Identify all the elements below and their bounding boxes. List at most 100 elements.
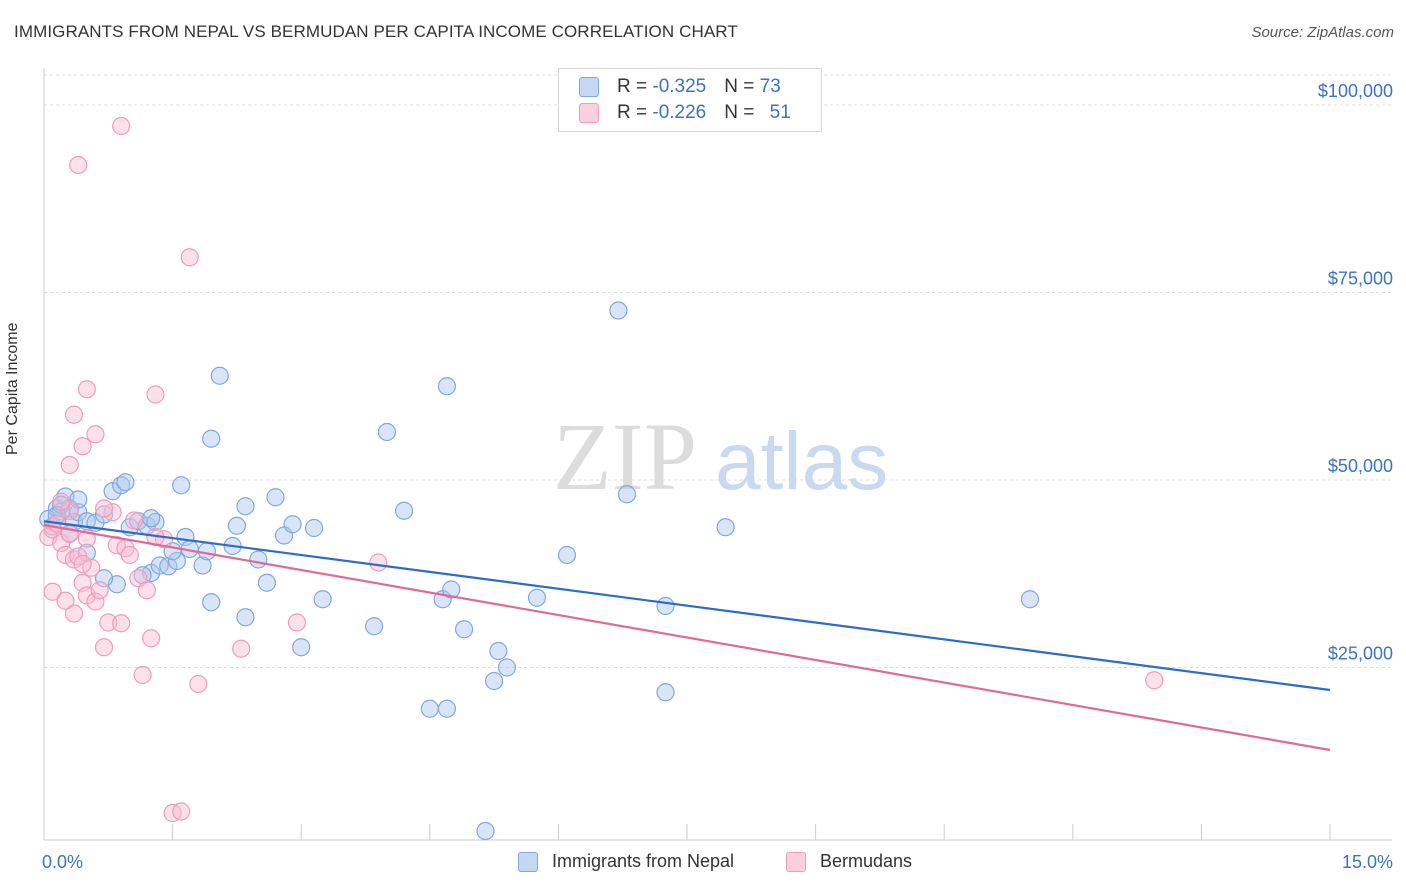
point-bermudans xyxy=(94,499,114,518)
point-nepal xyxy=(527,588,547,607)
point-bermudans xyxy=(86,592,105,611)
point-bermudans xyxy=(137,581,156,600)
point-nepal xyxy=(210,366,229,385)
point-nepal xyxy=(442,580,461,599)
point-bermudans xyxy=(120,545,139,565)
series-label-bermudans: Bermudans xyxy=(820,851,913,871)
point-bermudans xyxy=(189,674,208,694)
legend-row-nepal: R = -0.325 N = 73 xyxy=(579,75,781,99)
point-bermudans xyxy=(99,613,118,632)
legend-n-value: 51 xyxy=(769,102,791,123)
point-nepal xyxy=(476,821,495,841)
point-bermudans xyxy=(52,492,71,511)
point-nepal xyxy=(377,422,397,442)
series-label-nepal: Immigrants from Nepal xyxy=(552,851,735,871)
point-nepal xyxy=(227,516,246,535)
point-bermudans xyxy=(142,629,161,648)
watermark-atlas: atlas xyxy=(715,416,888,507)
point-bermudans xyxy=(56,591,75,610)
point-bermudans xyxy=(94,638,114,657)
point-nepal xyxy=(489,641,508,661)
point-bermudans xyxy=(1145,671,1164,690)
gridlines xyxy=(44,74,1392,668)
point-bermudans xyxy=(90,581,109,600)
point-nepal xyxy=(656,683,675,702)
series-swatch-bermudans xyxy=(786,851,806,872)
legend-r-value: -0.226 xyxy=(652,102,707,123)
point-bermudans xyxy=(86,425,105,444)
point-nepal xyxy=(167,551,186,571)
point-nepal xyxy=(364,617,384,636)
point-bermudans xyxy=(133,665,152,685)
point-bermudans xyxy=(172,802,191,821)
point-nepal xyxy=(142,509,161,528)
axes xyxy=(43,68,1392,841)
legend-swatch-bermudans xyxy=(579,103,599,123)
point-nepal xyxy=(304,518,324,538)
point-nepal xyxy=(193,556,212,575)
point-nepal xyxy=(609,301,628,320)
series-legend-bermudans: Bermudans xyxy=(786,851,912,872)
point-bermudans xyxy=(60,455,79,475)
point-bermudans xyxy=(64,405,84,424)
point-nepal xyxy=(485,671,504,691)
point-nepal xyxy=(266,488,285,507)
y-axis-label: Per Capita Income xyxy=(4,322,21,455)
point-bermudans xyxy=(73,437,92,456)
point-bermudans xyxy=(124,511,144,530)
legend-row-bermudans: R = -0.226 N = 51 xyxy=(579,101,791,125)
point-nepal xyxy=(236,497,255,516)
point-nepal xyxy=(249,550,268,569)
point-nepal xyxy=(497,658,517,677)
x-axis-max-label: 15.0% xyxy=(1341,852,1393,872)
watermark-zip: ZIP xyxy=(553,403,697,510)
point-nepal xyxy=(1020,590,1040,609)
point-nepal xyxy=(557,545,577,565)
point-nepal xyxy=(292,638,311,657)
chart-source: Source: ZipAtlas.com xyxy=(1251,24,1394,41)
y-tick-label: $50,000 xyxy=(1328,456,1393,476)
legend-r-label: R = xyxy=(617,76,653,97)
y-tick-label: $25,000 xyxy=(1328,644,1393,664)
point-nepal xyxy=(394,501,414,520)
point-nepal xyxy=(437,699,457,718)
point-nepal xyxy=(94,569,114,588)
point-nepal xyxy=(202,593,221,612)
point-nepal xyxy=(716,518,735,537)
x-axis-min-label: 0.0% xyxy=(42,852,84,872)
chart-title: IMMIGRANTS FROM NEPAL VS BERMUDAN PER CA… xyxy=(14,22,738,41)
point-nepal xyxy=(202,429,221,448)
legend-r-value: -0.325 xyxy=(652,76,707,97)
point-nepal xyxy=(197,542,216,561)
point-nepal xyxy=(283,515,302,534)
legend-r-label: R = xyxy=(617,102,653,123)
trend-line-bermudans xyxy=(43,523,1331,752)
series-swatch-nepal xyxy=(518,851,538,872)
point-bermudans xyxy=(64,604,84,623)
point-bermudans xyxy=(43,582,62,601)
legend-n-label: N = xyxy=(724,102,760,123)
y-tick-label: $75,000 xyxy=(1328,269,1393,289)
y-tick-labels: $25,000 $50,000 $75,000 $100,000 xyxy=(1318,81,1393,664)
series-legend: Immigrants from Nepal Bermudans xyxy=(0,851,1406,879)
point-bermudans xyxy=(69,155,88,175)
y-tick-label: $100,000 xyxy=(1318,81,1393,101)
point-bermudans xyxy=(73,554,92,574)
point-bermudans xyxy=(287,613,307,632)
legend-n-label: N = xyxy=(724,76,760,97)
point-nepal xyxy=(116,473,135,492)
point-bermudans xyxy=(369,553,388,572)
point-nepal xyxy=(617,485,637,504)
point-bermudans xyxy=(232,639,251,658)
stats-legend: R = -0.325 N = 73 R = -0.226 N = 51 xyxy=(558,68,822,132)
point-bermudans xyxy=(77,380,96,399)
point-nepal xyxy=(159,557,178,576)
point-bermudans xyxy=(180,248,199,267)
watermark: ZIP atlas xyxy=(553,403,888,510)
point-nepal xyxy=(656,596,675,616)
trend-line-nepal xyxy=(43,520,1331,692)
point-nepal xyxy=(313,590,332,609)
data-points xyxy=(39,116,1164,841)
point-nepal xyxy=(420,699,439,718)
